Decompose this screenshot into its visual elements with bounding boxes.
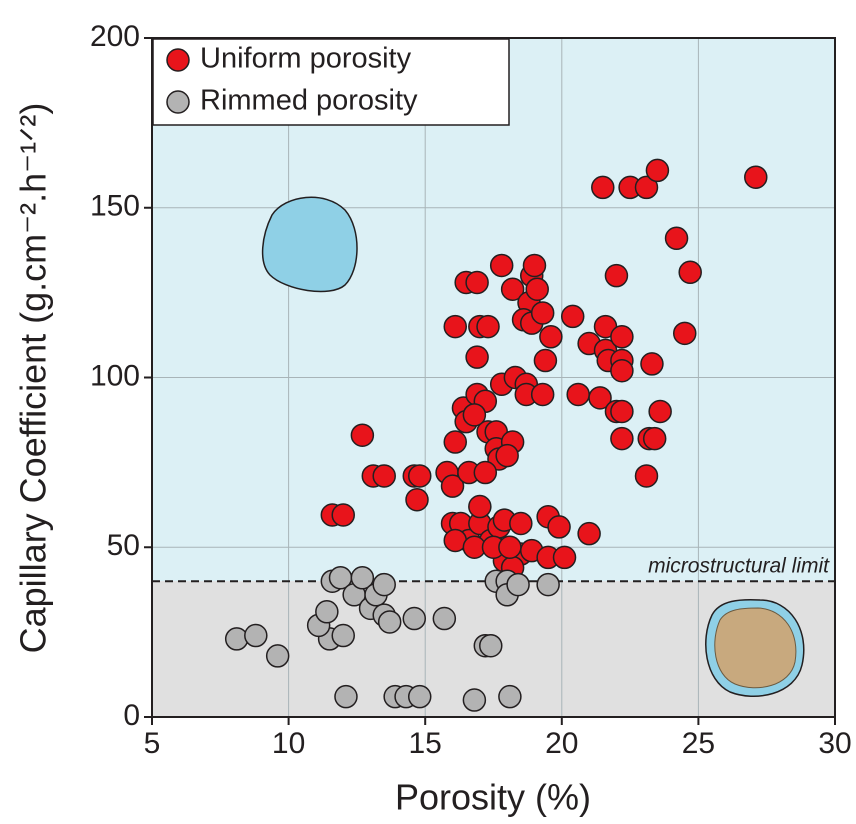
x-tick-label: 25 [682, 727, 715, 760]
point [530, 301, 555, 325]
point [407, 464, 432, 488]
x-tick-label: 20 [545, 727, 578, 760]
point [405, 487, 429, 512]
x-tick-label: 30 [818, 727, 851, 760]
point [525, 277, 549, 301]
point [604, 263, 629, 288]
point [372, 464, 396, 488]
x-tick-label: 5 [144, 727, 161, 760]
point [547, 515, 571, 539]
point [224, 627, 249, 651]
point [331, 503, 355, 527]
point [648, 399, 672, 424]
y-tick-label: 150 [90, 190, 140, 223]
uniform-icon [261, 196, 358, 293]
x-tick-label: 15 [409, 727, 442, 760]
x-axis-label: Porosity (%) [395, 777, 591, 818]
point [610, 399, 634, 424]
x-tick-label: 10 [272, 727, 305, 760]
point [672, 321, 697, 346]
point [334, 684, 358, 709]
point [476, 314, 500, 339]
point [530, 382, 555, 407]
point [331, 623, 355, 648]
point [462, 688, 487, 712]
point [443, 314, 468, 339]
point [610, 358, 634, 383]
point [372, 572, 396, 597]
point [678, 260, 702, 285]
point [498, 535, 522, 559]
point [462, 403, 487, 427]
point [440, 474, 465, 498]
point [591, 175, 615, 200]
y-axis-label: Capillary Coefficient (g.cm⁻².h⁻¹ᐟ²) [13, 103, 54, 654]
point [588, 386, 612, 410]
legend-label: Uniform porosity [200, 43, 412, 75]
rimmed-icon-inner [714, 607, 797, 689]
point [506, 572, 530, 597]
point [640, 352, 664, 376]
upper-region [152, 38, 835, 582]
y-tick-label: 50 [107, 529, 140, 562]
point [402, 606, 427, 631]
legend-label: Rimmed porosity [200, 85, 418, 117]
point [465, 345, 489, 369]
legend-marker [166, 90, 190, 114]
y-tick-label: 0 [123, 699, 140, 732]
limit-label: microstructural limit [648, 555, 830, 578]
point [566, 382, 590, 407]
point [500, 277, 525, 301]
legend-box [152, 38, 510, 126]
point [634, 175, 659, 200]
point [642, 426, 667, 451]
legend: Uniform porosity Rimmed porosity [152, 38, 510, 126]
point [634, 464, 659, 488]
legend-marker [166, 48, 190, 72]
point [539, 325, 563, 349]
point [610, 426, 634, 451]
point [509, 511, 533, 536]
point [552, 545, 577, 570]
point [533, 348, 558, 373]
point [577, 521, 601, 546]
point [495, 443, 519, 468]
point [265, 644, 290, 668]
point [465, 270, 489, 295]
point [468, 494, 492, 519]
point [522, 253, 547, 278]
point [664, 226, 689, 251]
point [744, 165, 768, 189]
point [610, 325, 634, 349]
point [473, 460, 498, 485]
point [350, 566, 375, 590]
y-tick-label: 200 [90, 20, 140, 53]
point [498, 684, 522, 709]
point [407, 684, 432, 709]
point [536, 572, 560, 597]
plot-frame [151, 37, 836, 718]
point [645, 158, 670, 183]
point [479, 633, 503, 658]
point [244, 623, 268, 648]
point [315, 600, 339, 624]
point [350, 423, 375, 447]
point [489, 253, 514, 278]
point [432, 606, 457, 631]
point [443, 430, 468, 454]
point [377, 610, 402, 634]
y-tick-label: 100 [90, 359, 140, 392]
point [560, 304, 585, 329]
